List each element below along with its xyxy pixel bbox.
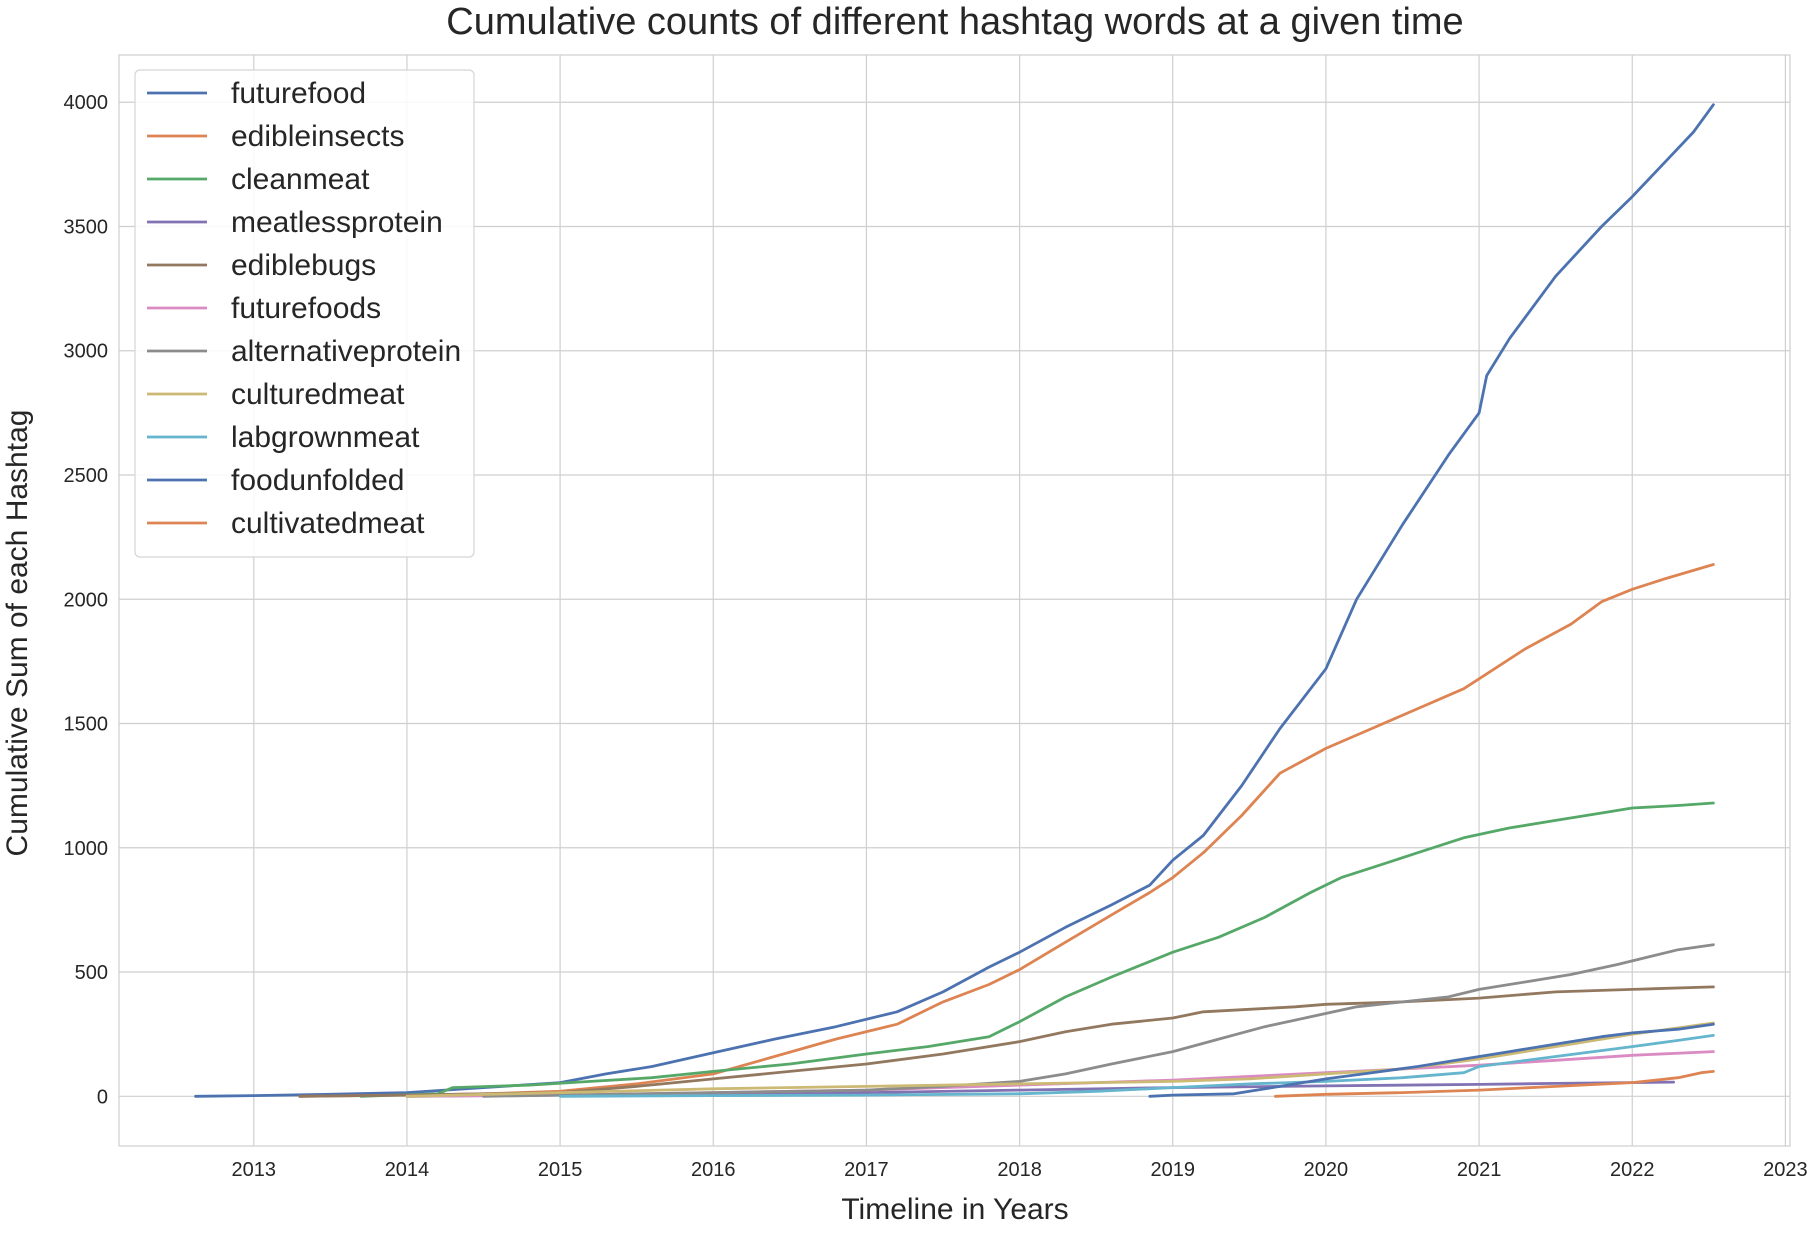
series-line-labgrownmeat: [558, 1034, 1715, 1098]
series-line-culturedmeat: [405, 1021, 1715, 1098]
legend-label: meatlessprotein: [231, 206, 443, 239]
x-tick-label: 2018: [997, 1159, 1042, 1181]
legend-item: ediblebugs: [147, 249, 376, 282]
legend-box: [134, 69, 475, 558]
series-line-cleanmeat: [359, 801, 1715, 1098]
legend-label: alternativeprotein: [231, 335, 461, 368]
legend-label: ediblebugs: [231, 249, 376, 282]
y-axis-label: Cumulative Sum of each Hashtag: [1, 410, 34, 857]
x-tick-label: 2013: [232, 1159, 277, 1181]
legend-label: futurefood: [231, 77, 366, 110]
gridlines: [119, 55, 1790, 1146]
x-tick-label: 2016: [691, 1159, 736, 1181]
legend-item: cultivatedmeat: [147, 507, 425, 540]
series-line-ediblebugs: [298, 985, 1715, 1098]
legend-item: edibleinsects: [147, 120, 404, 153]
y-tick-label: 1500: [64, 714, 109, 736]
legend-label: futurefoods: [231, 292, 381, 325]
legend-label: cultivatedmeat: [231, 507, 425, 540]
legend-item: alternativeprotein: [147, 335, 461, 368]
plot-area-frame: [118, 54, 1791, 1147]
y-tick-label: 1000: [64, 838, 109, 860]
x-tick-label: 2021: [1457, 1159, 1502, 1181]
legend-label: culturedmeat: [231, 378, 405, 411]
series-lines: [194, 103, 1715, 1098]
legend: futurefood edibleinsects cleanmeat meatless…: [134, 69, 475, 558]
y-tick-label: 2500: [64, 465, 109, 487]
legend-label: edibleinsects: [231, 120, 404, 153]
x-tick-label: 2019: [1151, 1159, 1196, 1181]
legend-item: foodunfolded: [147, 464, 405, 497]
legend-label: labgrownmeat: [231, 421, 420, 454]
legend-label: foodunfolded: [231, 464, 405, 497]
x-tick-label: 2020: [1304, 1159, 1349, 1181]
x-tick-label: 2015: [538, 1159, 583, 1181]
series-line-futurefood: [194, 103, 1715, 1098]
series-line-alternativeprotein: [482, 943, 1715, 1098]
y-tick-label: 3500: [64, 216, 109, 238]
series-line-cultivatedmeat: [1274, 1070, 1715, 1098]
y-tick-label: 4000: [64, 92, 109, 114]
x-tick-label: 2017: [844, 1159, 889, 1181]
legend-item: labgrownmeat: [147, 421, 420, 454]
tick-labels: 2013 2014 2015 2016 2017 2018 2019 2020 2021 2022…: [64, 92, 1808, 1181]
x-tick-label: 2014: [385, 1159, 430, 1181]
legend-item: futurefood: [147, 77, 366, 110]
legend-item: futurefoods: [147, 292, 381, 325]
x-tick-label: 2023: [1763, 1159, 1808, 1181]
x-tick-label: 2022: [1610, 1159, 1655, 1181]
series-line-edibleinsects: [298, 563, 1715, 1098]
x-axis-label: Timeline in Years: [841, 1193, 1068, 1226]
chart-title: Cumulative counts of different hashtag w…: [446, 1, 1463, 43]
legend-label: cleanmeat: [231, 163, 370, 196]
legend-item: cleanmeat: [147, 163, 370, 196]
y-tick-label: 500: [75, 962, 108, 984]
series-line-foodunfolded: [1148, 1022, 1715, 1098]
legend-item: meatlessprotein: [147, 206, 443, 239]
legend-item: culturedmeat: [147, 378, 405, 411]
y-tick-label: 2000: [64, 589, 109, 611]
y-tick-label: 3000: [64, 341, 109, 363]
y-tick-label: 0: [97, 1086, 108, 1108]
